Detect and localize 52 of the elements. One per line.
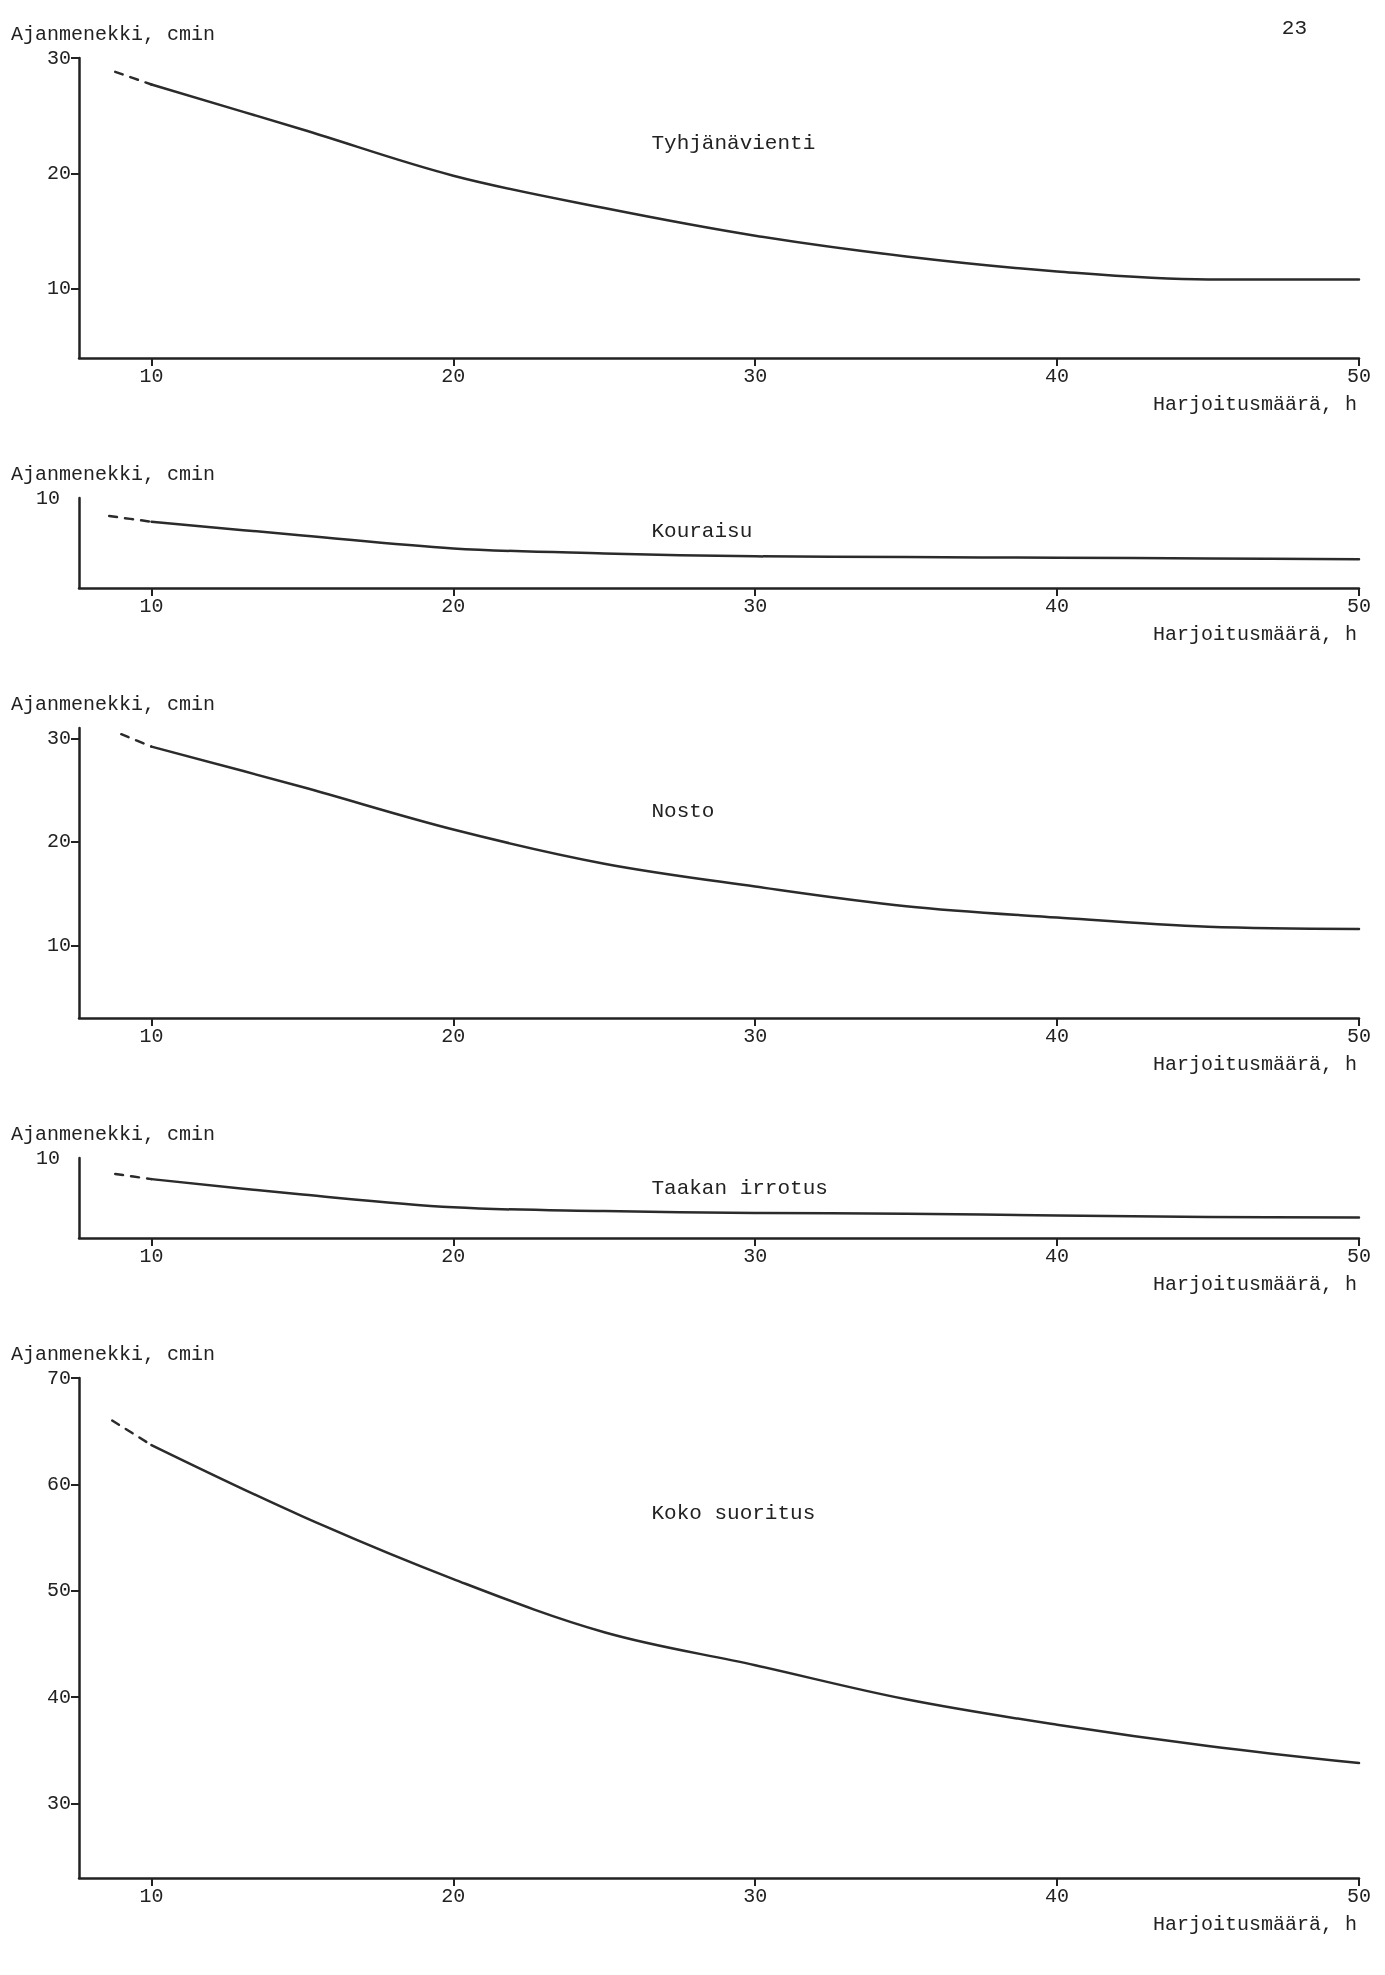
x-tick-label: 50 bbox=[1346, 364, 1372, 388]
y-tick-label: 10 bbox=[46, 277, 71, 301]
x-axis-title: Harjoitusmäärä, h bbox=[1152, 1912, 1357, 1936]
x-tick-label: 50 bbox=[1346, 1024, 1372, 1048]
y-tick-label: 30 bbox=[46, 46, 71, 70]
x-tick-label: 10 bbox=[139, 1884, 164, 1908]
x-tick-label: 30 bbox=[743, 1884, 768, 1908]
annotation: Nosto bbox=[651, 799, 715, 823]
y-tick-label: 30 bbox=[46, 726, 71, 750]
x-tick-label: 30 bbox=[743, 1024, 768, 1048]
x-tick-label: 50 bbox=[1346, 594, 1372, 618]
x-tick-label: 20 bbox=[441, 1024, 466, 1048]
text: 23 bbox=[1281, 17, 1308, 40]
annotation: Koko suoritus bbox=[651, 1502, 816, 1525]
x-axis-title: Harjoitusmäärä, h bbox=[1152, 1052, 1357, 1076]
x-tick-label: 10 bbox=[139, 1244, 164, 1268]
y-axis-title: Ajanmenekki, cmin bbox=[11, 462, 216, 486]
y-tick-label: 40 bbox=[46, 1685, 71, 1709]
annotation: Tyhjänävienti bbox=[651, 132, 816, 155]
y-tick-label: 60 bbox=[46, 1472, 71, 1496]
y-tick-label: 20 bbox=[46, 830, 71, 854]
x-axis-title: Harjoitusmäärä, h bbox=[1152, 1272, 1357, 1296]
x-tick-label: 10 bbox=[139, 364, 164, 388]
x-tick-label: 10 bbox=[139, 1024, 164, 1048]
x-tick-label: 40 bbox=[1045, 1024, 1070, 1048]
x-tick-label: 20 bbox=[441, 1244, 466, 1268]
x-tick-label: 20 bbox=[441, 1884, 466, 1908]
x-tick-label: 20 bbox=[441, 364, 466, 388]
annotation: Kouraisu bbox=[651, 519, 753, 543]
y-axis-title: Ajanmenekki, cmin bbox=[11, 22, 216, 46]
y-axis-title: Ajanmenekki, cmin bbox=[11, 1342, 216, 1366]
x-tick-label: 10 bbox=[139, 594, 164, 618]
y-tick-label: 10 bbox=[46, 934, 71, 957]
x-tick-label: 30 bbox=[743, 364, 768, 388]
x-tick-label: 30 bbox=[743, 1244, 768, 1268]
x-tick-label: 20 bbox=[441, 594, 466, 618]
x-tick-label: 40 bbox=[1045, 594, 1070, 618]
y-axis-title: Ajanmenekki, cmin bbox=[11, 692, 216, 716]
x-tick-label: 50 bbox=[1346, 1884, 1372, 1908]
x-tick-label: 40 bbox=[1045, 364, 1070, 388]
x-tick-label: 40 bbox=[1045, 1244, 1070, 1268]
y-tick-label: 20 bbox=[46, 161, 71, 185]
x-tick-label: 40 bbox=[1045, 1884, 1070, 1908]
x-axis-title: Harjoitusmäärä, h bbox=[1152, 622, 1357, 646]
annotation: Taakan irrotus bbox=[651, 1177, 828, 1200]
y-axis-title: Ajanmenekki, cmin bbox=[11, 1122, 216, 1146]
y-tick-label: 70 bbox=[46, 1366, 71, 1390]
y-tick-label: 30 bbox=[46, 1792, 71, 1816]
x-tick-label: 50 bbox=[1346, 1244, 1372, 1268]
y-tick-label: 50 bbox=[46, 1579, 71, 1603]
x-axis-title: Harjoitusmäärä, h bbox=[1152, 392, 1357, 416]
x-tick-label: 30 bbox=[743, 594, 768, 618]
